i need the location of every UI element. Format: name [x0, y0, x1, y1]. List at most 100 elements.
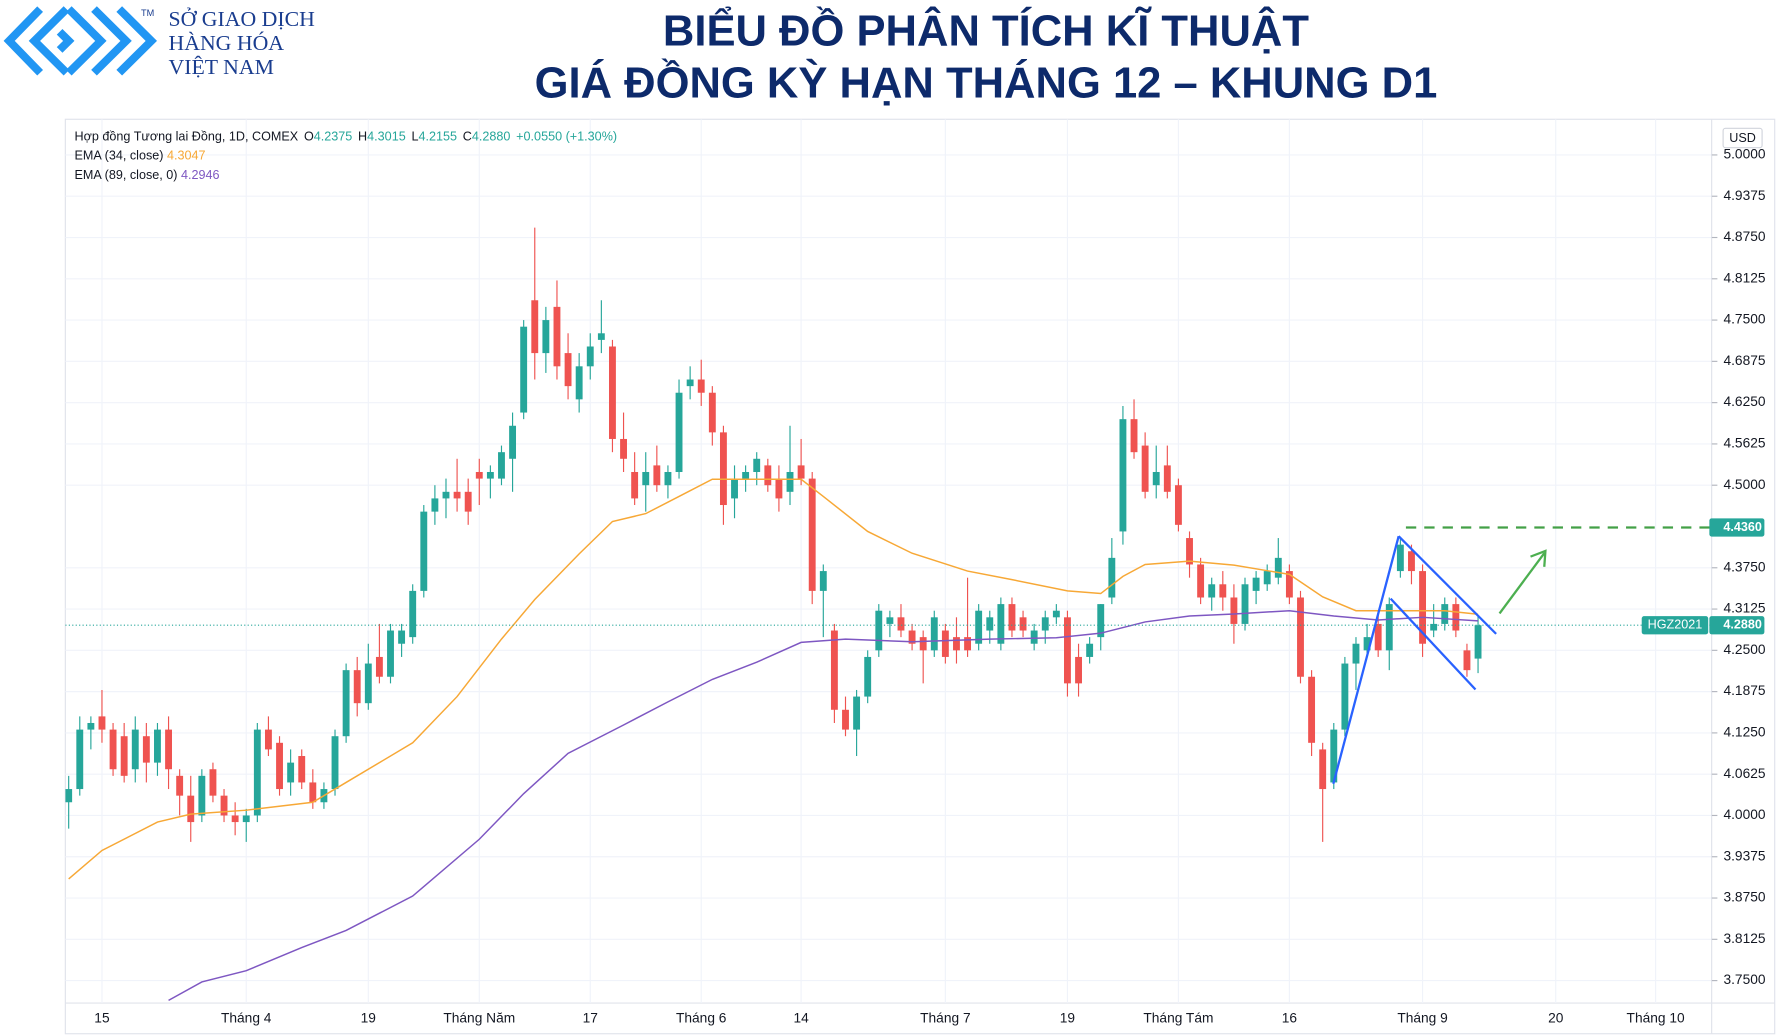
candle-body: [642, 471, 650, 486]
candle-body: [1419, 571, 1427, 644]
ohlc-part: 4.2375: [314, 130, 353, 144]
ohlc-part: 4.3015: [367, 130, 406, 144]
ohlc-part: H: [358, 130, 367, 144]
candle-body: [420, 511, 428, 591]
candle-body: [853, 696, 861, 730]
y-tick-label: 3.7500: [1723, 972, 1765, 987]
brand-line: VIỆT NAM: [169, 55, 274, 79]
candle-body: [1152, 471, 1160, 486]
candle-body: [1285, 571, 1293, 598]
y-tick-label: 4.1875: [1723, 683, 1765, 698]
candle-body: [1274, 557, 1282, 578]
candle-body: [1075, 656, 1082, 684]
y-tick-label: 4.1250: [1723, 725, 1765, 740]
x-tick-label: Tháng 9: [1397, 1011, 1447, 1026]
y-tick-label: 4.0625: [1723, 766, 1765, 781]
candle-body: [98, 716, 106, 730]
frame: [64, 118, 1776, 1035]
candle-body: [986, 617, 994, 631]
x-tick-label: Tháng 4: [221, 1011, 272, 1026]
ohlc-part: L: [411, 130, 418, 144]
candle-body: [442, 491, 450, 499]
y-tick-label: 4.2500: [1723, 642, 1765, 657]
candle-body: [1219, 584, 1227, 598]
candle-body: [1308, 676, 1316, 743]
candle-body: [775, 478, 783, 499]
legend-name: EMA (34, close): [75, 149, 164, 163]
candle-body: [1474, 625, 1482, 659]
candle-body: [231, 815, 239, 823]
candle-body: [719, 432, 727, 506]
candle-body: [753, 458, 761, 472]
ohlc-part: O: [304, 130, 314, 144]
target-label: 4.4360: [1723, 520, 1762, 534]
candle-body: [464, 491, 472, 512]
price-tag: [1709, 616, 1765, 635]
candle-body: [453, 491, 461, 499]
candle-body: [431, 498, 439, 512]
candle-body: [276, 742, 283, 790]
candle-body: [975, 610, 983, 644]
candle-body: [220, 795, 228, 816]
candle-body: [997, 604, 1005, 644]
candle-body: [819, 571, 827, 591]
candle-body: [786, 471, 794, 492]
legend-entry: EMA (89, close, 0) 4.2946: [75, 168, 220, 182]
candle-body: [176, 775, 184, 796]
candle-body: [886, 617, 894, 624]
candle-body: [1174, 485, 1182, 525]
currency-box: [1722, 127, 1763, 149]
candle-body: [1163, 465, 1171, 492]
candle-body: [298, 756, 306, 783]
ohlc-part: 4.2155: [418, 130, 457, 144]
candle-body: [1064, 617, 1071, 684]
candle-body: [620, 438, 627, 459]
plot: [65, 227, 1712, 1002]
candle-body: [1241, 584, 1249, 624]
candle-body: [1097, 604, 1105, 638]
candle-body: [686, 379, 694, 387]
candle-body: [142, 736, 150, 763]
candle-body: [542, 320, 550, 354]
candle-body: [131, 729, 139, 770]
candle-body: [797, 465, 805, 479]
logo: [3, 6, 158, 76]
candle-body: [1396, 544, 1404, 572]
y-tick-label: 3.8125: [1723, 931, 1765, 946]
legend-value: 4.3047: [167, 149, 206, 163]
candle-body: [597, 333, 605, 340]
candle-body: [475, 471, 483, 479]
candle-body: [731, 478, 738, 499]
candle-body: [742, 471, 750, 479]
arrow: [1498, 549, 1547, 615]
candle-body: [509, 425, 517, 459]
symbol-tag: [1641, 616, 1709, 635]
candle-body: [875, 610, 883, 651]
candle-body: [1019, 617, 1027, 631]
candle-body: [1008, 604, 1016, 631]
grid: [65, 119, 1712, 1004]
candle-body: [1385, 604, 1393, 651]
candle-body: [364, 663, 372, 704]
candle-body: [1330, 729, 1338, 783]
candle-body: [331, 736, 339, 790]
candle-body: [242, 815, 250, 823]
legend-name: EMA (89, close, 0): [75, 168, 178, 182]
candle-body: [908, 630, 916, 644]
x-tick-label: Tháng 10: [1627, 1011, 1685, 1026]
y-tick-label: 4.5000: [1723, 477, 1765, 492]
candle-body: [65, 789, 73, 803]
candle-body: [631, 471, 639, 499]
candle-body: [1119, 419, 1127, 532]
chart-title: GIÁ ĐỒNG KỲ HẠN THÁNG 12 – KHUNG D1: [535, 59, 1438, 108]
x-tick-label: 20: [1548, 1011, 1564, 1026]
x-tick-label: 15: [94, 1011, 110, 1026]
candle-body: [1086, 643, 1094, 657]
candle-body: [1108, 557, 1116, 598]
candle-body: [198, 775, 206, 816]
candle-body: [1041, 617, 1049, 631]
candle-body: [808, 478, 816, 591]
candle-body: [375, 656, 383, 677]
y-tick-label: 4.3125: [1723, 601, 1765, 616]
